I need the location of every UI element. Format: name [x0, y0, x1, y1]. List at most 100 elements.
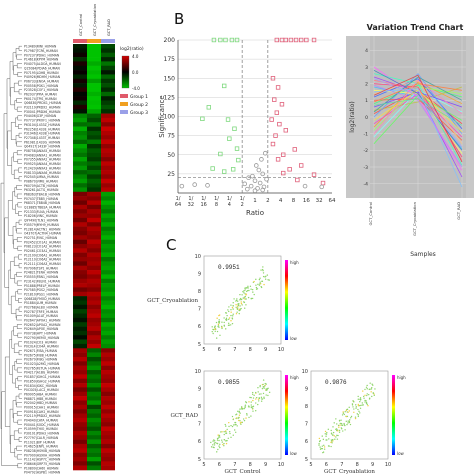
- heatmap-cell: [101, 70, 115, 75]
- correlation-point: [337, 434, 339, 437]
- volcano-point: [302, 183, 308, 189]
- heatmap-gene-label: P23528|COF1_HUMAN: [24, 88, 59, 92]
- correlation-point: [347, 422, 349, 424]
- trend-series-line: [373, 88, 463, 188]
- heatmap-gene-label: P04083|ANXA1_HUMAN: [24, 153, 61, 157]
- correlation-point: [235, 306, 237, 308]
- correlation-point: [332, 434, 334, 436]
- heatmap-cell: [73, 122, 87, 127]
- correlation-point: [262, 392, 265, 395]
- volcano-point: [298, 163, 304, 168]
- heatmap-cell: [101, 326, 115, 332]
- heatmap-cell: [101, 243, 115, 249]
- heatmap-cell: [73, 213, 87, 219]
- correlation-point: [252, 399, 254, 402]
- correlation-point: [250, 396, 252, 399]
- correlation-point: [219, 443, 221, 446]
- volcano-point: [206, 105, 211, 110]
- heatmap-cell: [101, 335, 115, 340]
- correlation-plot-frame: [203, 255, 282, 345]
- correlation-point: [240, 406, 243, 408]
- correlation-point: [368, 398, 371, 400]
- correlation-point: [255, 402, 257, 404]
- correlation-point: [365, 386, 368, 389]
- correlation-point: [219, 446, 221, 449]
- correlation-point: [333, 422, 335, 424]
- correlation-point: [240, 423, 242, 425]
- heatmap-cell: [101, 157, 115, 162]
- heatmap-cell: [73, 222, 87, 227]
- correlation-point: [250, 406, 253, 408]
- volcano-point: [304, 37, 309, 43]
- correlation-point: [241, 304, 243, 306]
- correlation-y-tick-label: 9: [198, 271, 201, 277]
- heatmap-cell: [101, 309, 115, 314]
- heatmap-cell: [101, 339, 115, 345]
- heatmap-cell: [73, 261, 87, 266]
- correlation-point: [334, 438, 336, 440]
- correlation-point: [257, 398, 260, 400]
- heatmap-cell: [101, 204, 115, 210]
- density-colorbar: [392, 375, 395, 455]
- heatmap-gene-label: P0C0L4|CO4A_HUMAN: [24, 345, 59, 349]
- heatmap-gene-label: P04792|HSPB1_HUMAN: [24, 471, 61, 474]
- heatmap-gene-label: P02765|FETUA_HUMAN: [24, 366, 61, 370]
- heatmap-cell: [73, 383, 87, 388]
- volcano-point: [242, 181, 248, 187]
- heatmap-cell: [101, 152, 115, 158]
- heatmap-cell: [73, 374, 87, 380]
- correlation-scatter-panel: 0.995155667788991010GCT_Cryoablationhigh…: [147, 254, 406, 474]
- correlation-point: [252, 407, 254, 410]
- correlation-point: [216, 451, 218, 453]
- density-colorbar: [285, 375, 288, 455]
- heatmap-cell: [101, 404, 115, 410]
- correlation-point: [267, 394, 269, 397]
- correlation-point: [259, 277, 261, 279]
- correlation-point: [362, 390, 364, 392]
- heatmap-gene-label: P07437|TBB5_HUMAN: [24, 197, 59, 201]
- correlation-point: [357, 398, 359, 400]
- correlation-point: [361, 404, 364, 406]
- correlation-point: [223, 444, 225, 447]
- heatmap-gene-label: P31946|1433B_HUMAN: [24, 132, 61, 136]
- correlation-point: [353, 401, 355, 403]
- correlation-x-axis-label: GCT_Control: [225, 469, 261, 474]
- heatmap-cell: [101, 187, 115, 193]
- correlation-point: [258, 284, 261, 286]
- correlation-y-tick-label: 6: [305, 439, 308, 445]
- correlation-point: [232, 315, 234, 317]
- heatmap-cell: [87, 426, 101, 432]
- correlation-point: [357, 403, 360, 406]
- correlation-point: [328, 438, 330, 440]
- heatmap-gene-label: P07237|PDIA1_HUMAN: [24, 53, 60, 57]
- correlation-point: [243, 290, 245, 292]
- correlation-point: [217, 448, 219, 451]
- volcano-point: [275, 85, 281, 90]
- volcano-y-tick-label: 125: [164, 94, 176, 101]
- correlation-point: [337, 424, 340, 427]
- heatmap-gene-label: P02652|APOA2_HUMAN: [24, 323, 61, 327]
- correlation-point: [366, 394, 368, 397]
- correlation-point: [360, 404, 362, 407]
- correlation-point: [357, 414, 360, 416]
- correlation-point: [247, 285, 249, 288]
- heatmap-cell: [87, 456, 101, 462]
- correlation-point: [225, 430, 227, 432]
- correlation-point: [344, 411, 346, 413]
- heatmap-gene-labels: P13489|RINI_HUMANP17987|TCPA_HUMANP07237…: [24, 45, 62, 474]
- volcano-point: [281, 152, 286, 157]
- correlation-y-tick-label: 5: [305, 457, 308, 463]
- heatmap-cell: [73, 404, 87, 410]
- heatmap-cell: [73, 126, 87, 132]
- correlation-point: [217, 434, 219, 436]
- heatmap-cell: [87, 157, 101, 162]
- correlation-point: [230, 436, 232, 439]
- heatmap-gene-label: P02042|HBD_HUMAN: [24, 401, 58, 405]
- heatmap-gene-label: P07900|HS90A_HUMAN: [24, 453, 61, 457]
- correlation-point: [350, 417, 352, 419]
- correlation-point: [226, 428, 228, 431]
- heatmap-cell: [73, 70, 87, 75]
- trend-category-label: GCT_RAD: [456, 202, 461, 220]
- heatmap-cell: [73, 356, 87, 362]
- volcano-point: [273, 133, 278, 138]
